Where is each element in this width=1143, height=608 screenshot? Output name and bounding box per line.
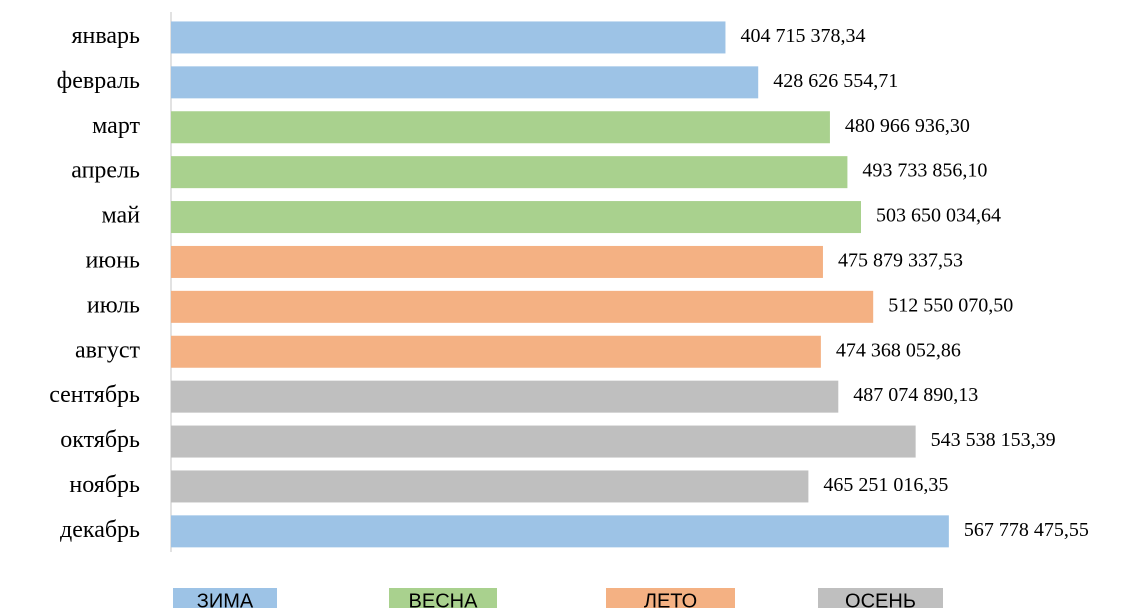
legend-swatch <box>389 588 497 608</box>
category-label: ноябрь <box>69 472 140 498</box>
value-label: 474 368 052,86 <box>836 339 961 361</box>
bar <box>171 245 823 278</box>
value-label: 567 778 475,55 <box>964 519 1089 541</box>
legend-label: ЗИМА <box>197 590 254 608</box>
category-label: январь <box>72 23 141 49</box>
bar <box>171 21 726 54</box>
legend-swatch <box>606 588 735 608</box>
legend-label: ОСЕНЬ <box>845 590 916 608</box>
legend-label: ЛЕТО <box>644 590 697 608</box>
value-label: 487 074 890,13 <box>853 384 978 406</box>
value-label: 512 550 070,50 <box>888 294 1013 316</box>
value-label: 493 733 856,10 <box>862 160 987 182</box>
value-label: 480 966 936,30 <box>845 115 970 137</box>
legend-swatch <box>818 588 943 608</box>
value-label: 503 650 034,64 <box>876 205 1001 227</box>
bar <box>171 201 862 234</box>
bar <box>171 335 821 368</box>
category-label: февраль <box>57 68 140 94</box>
bar <box>171 66 759 99</box>
category-label: май <box>101 203 140 229</box>
category-label: июнь <box>85 247 140 273</box>
category-label: апрель <box>71 158 140 184</box>
bar <box>171 156 848 189</box>
category-label: сентябрь <box>49 382 140 408</box>
bar <box>171 290 874 323</box>
category-label: июль <box>87 292 140 318</box>
value-label: 543 538 153,39 <box>931 429 1056 451</box>
value-label: 475 879 337,53 <box>838 250 963 272</box>
bar <box>171 380 839 413</box>
legend-swatch <box>173 588 277 608</box>
bar <box>171 470 809 503</box>
value-label: 404 715 378,34 <box>740 25 865 47</box>
category-label: август <box>75 337 140 363</box>
bar <box>171 111 830 144</box>
bar <box>171 425 916 458</box>
bar <box>171 515 949 548</box>
category-label: октябрь <box>60 427 140 453</box>
legend-label: ВЕСНА <box>409 590 479 608</box>
value-label: 428 626 554,71 <box>773 70 898 92</box>
category-label: март <box>92 113 140 139</box>
category-label: декабрь <box>60 517 140 543</box>
value-label: 465 251 016,35 <box>823 474 948 496</box>
